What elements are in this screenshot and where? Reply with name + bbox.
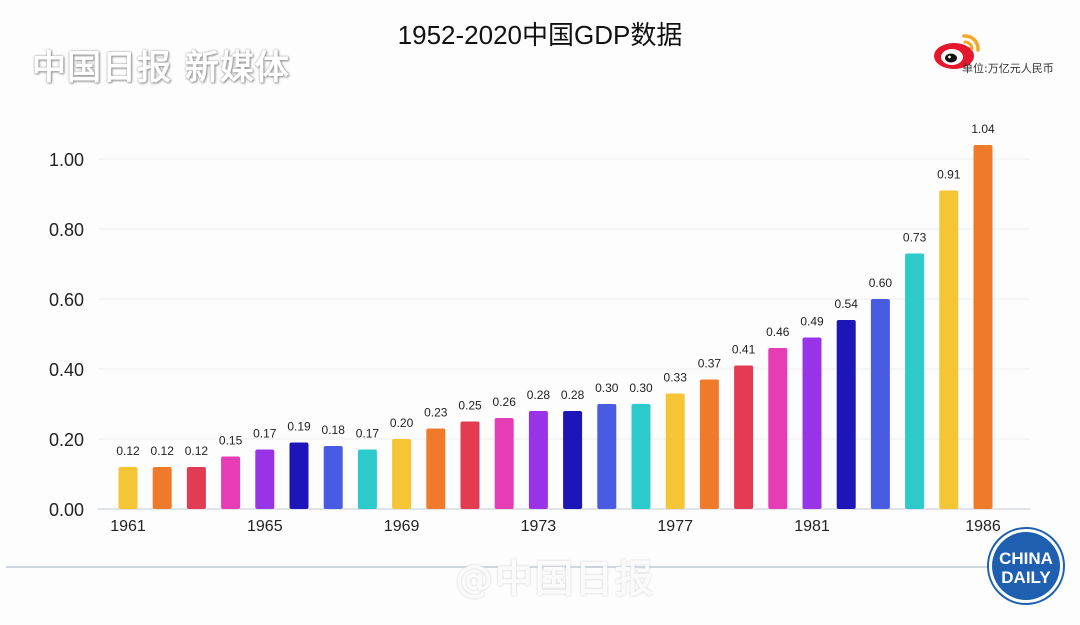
divider bbox=[6, 566, 1038, 568]
y-tick-label: 0.80 bbox=[49, 220, 84, 240]
bar-1977 bbox=[665, 393, 685, 509]
value-label: 0.46 bbox=[766, 325, 790, 339]
bars bbox=[118, 145, 993, 509]
value-label: 0.33 bbox=[664, 371, 688, 385]
value-label: 0.37 bbox=[698, 357, 722, 371]
bar-1981 bbox=[802, 337, 822, 509]
bar-1978 bbox=[699, 379, 719, 509]
value-label: 0.41 bbox=[732, 343, 756, 357]
bar-1967 bbox=[323, 446, 343, 509]
x-axis-ticks: 1961 1965 1969 1973 1977 1981 1986 bbox=[110, 518, 1001, 535]
x-tick-label: 1973 bbox=[521, 518, 557, 535]
bar-1984 bbox=[905, 253, 925, 509]
value-label: 0.30 bbox=[629, 381, 653, 395]
unit-note: 单位:万亿元人民币 bbox=[962, 62, 1054, 75]
bar-1983 bbox=[870, 299, 890, 509]
value-label: 0.12 bbox=[116, 444, 140, 458]
y-tick-label: 0.00 bbox=[49, 500, 84, 520]
x-tick-label: 1961 bbox=[110, 518, 146, 535]
watermark-top-left: 中国日报 新媒体 bbox=[32, 48, 290, 88]
watermark-bottom: @中国日报 bbox=[455, 557, 656, 601]
bar-1964 bbox=[221, 456, 241, 509]
x-tick-label: 1969 bbox=[384, 518, 420, 535]
bar-1970 bbox=[426, 428, 446, 509]
chart-title: 1952-2020中国GDP数据 bbox=[398, 20, 683, 50]
value-label: 0.20 bbox=[390, 416, 414, 430]
china-daily-logo: CHINA DAILY bbox=[987, 527, 1065, 605]
bar-1965 bbox=[255, 449, 275, 509]
bar-1980 bbox=[768, 348, 788, 509]
value-label: 0.12 bbox=[151, 444, 175, 458]
china-daily-word-2: DAILY bbox=[1001, 568, 1051, 587]
bar-1976 bbox=[631, 404, 651, 509]
bar-1966 bbox=[289, 442, 309, 509]
value-label: 0.91 bbox=[937, 168, 961, 182]
y-tick-label: 0.40 bbox=[49, 360, 84, 380]
bar-1975 bbox=[597, 404, 617, 509]
value-label: 0.26 bbox=[493, 395, 517, 409]
x-tick-label: 1965 bbox=[247, 518, 283, 535]
value-label: 0.23 bbox=[424, 406, 448, 420]
china-daily-word-1: CHINA bbox=[999, 549, 1053, 568]
value-label: 0.73 bbox=[903, 231, 927, 245]
y-tick-label: 0.20 bbox=[49, 430, 84, 450]
bar-1961 bbox=[118, 467, 138, 509]
value-label: 0.15 bbox=[219, 434, 243, 448]
value-label: 1.04 bbox=[971, 122, 995, 136]
value-label: 0.18 bbox=[322, 423, 346, 437]
bar-1985 bbox=[939, 190, 959, 509]
x-tick-label: 1981 bbox=[794, 518, 830, 535]
value-label: 0.19 bbox=[287, 420, 311, 434]
bar-1968 bbox=[357, 449, 377, 509]
bar-1971 bbox=[460, 421, 480, 509]
value-label: 0.60 bbox=[869, 276, 893, 290]
weibo-logo bbox=[934, 34, 980, 69]
value-label: 0.12 bbox=[185, 444, 209, 458]
y-axis-ticks: 0.00 0.20 0.40 0.60 0.80 1.00 bbox=[49, 150, 84, 520]
bar-1979 bbox=[734, 365, 754, 509]
value-label: 0.49 bbox=[800, 315, 824, 329]
bar-1974 bbox=[563, 411, 583, 509]
x-tick-label: 1986 bbox=[965, 518, 1001, 535]
value-label: 0.28 bbox=[561, 388, 585, 402]
x-tick-label: 1977 bbox=[657, 518, 693, 535]
bar-1986 bbox=[973, 145, 993, 509]
bar-1963 bbox=[186, 467, 206, 509]
value-label: 0.17 bbox=[253, 427, 277, 441]
value-labels: 0.12 0.12 0.12 0.15 0.17 0.19 0.18 0.17 0.20 0.23… bbox=[116, 122, 995, 458]
value-label: 0.17 bbox=[356, 427, 380, 441]
bar-1969 bbox=[392, 439, 412, 509]
value-label: 0.25 bbox=[458, 399, 482, 413]
value-label: 0.54 bbox=[835, 297, 859, 311]
bar-1982 bbox=[836, 320, 856, 509]
bar-1962 bbox=[152, 467, 172, 509]
bar-1972 bbox=[494, 418, 514, 509]
bar-1973 bbox=[528, 411, 548, 509]
y-tick-label: 0.60 bbox=[49, 290, 84, 310]
value-label: 0.28 bbox=[527, 388, 551, 402]
y-tick-label: 1.00 bbox=[49, 150, 84, 170]
value-label: 0.30 bbox=[595, 381, 619, 395]
